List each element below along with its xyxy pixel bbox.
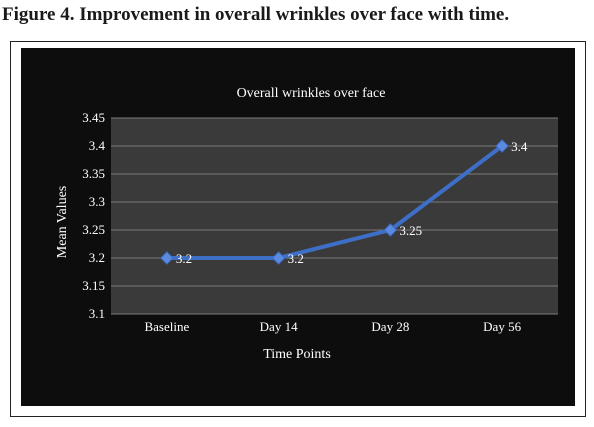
data-label: 3.4 <box>511 139 528 154</box>
series-line <box>164 144 505 260</box>
chart-title: Overall wrinkles over face <box>237 86 386 101</box>
data-point-marker <box>271 251 286 265</box>
x-tick-label: Day 56 <box>483 319 521 334</box>
x-axis-label: Time Points <box>263 347 331 362</box>
y-tick-label: 3.25 <box>82 222 105 237</box>
x-tick-label: Day 14 <box>260 319 298 334</box>
x-axis-tick-labels: Baseline Day 14 Day 28 Day 56 <box>144 319 521 334</box>
y-tick-label: 3.35 <box>82 166 105 181</box>
data-labels: 3.2 3.2 3.25 3.4 <box>176 139 528 266</box>
y-tick-label: 3.4 <box>89 138 106 153</box>
data-point-marker <box>160 251 174 265</box>
data-label: 3.25 <box>399 223 422 238</box>
data-point-marker <box>495 139 509 153</box>
y-axis-tick-labels: 3.1 3.15 3.2 3.25 3.3 3.35 3.4 3.45 <box>82 110 105 321</box>
data-markers <box>160 139 509 265</box>
figure-title: Figure 4. Improvement in overall wrinkle… <box>2 4 510 25</box>
x-tick-label: Baseline <box>144 319 189 334</box>
y-tick-label: 3.2 <box>89 250 105 265</box>
x-tick-label: Day 28 <box>371 319 409 334</box>
y-tick-label: 3.15 <box>82 278 105 293</box>
data-label: 3.2 <box>288 251 304 266</box>
plot-area <box>111 118 558 314</box>
y-tick-label: 3.3 <box>89 194 105 209</box>
data-point-marker <box>383 223 398 237</box>
y-axis-label: Mean Values <box>55 186 70 258</box>
data-label: 3.2 <box>176 251 192 266</box>
y-tick-label: 3.1 <box>89 306 105 321</box>
y-tick-label: 3.45 <box>82 110 105 125</box>
